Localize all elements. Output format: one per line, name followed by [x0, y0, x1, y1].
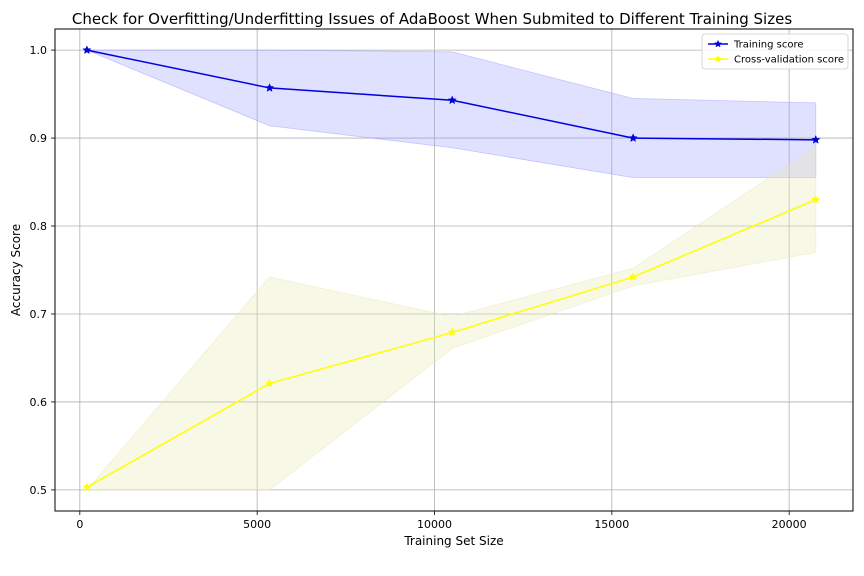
x-tick-label: 10000: [417, 518, 452, 531]
y-tick-label: 0.5: [30, 484, 48, 497]
x-axis-label: Training Set Size: [403, 534, 503, 548]
chart-title: Check for Overfitting/Underfitting Issue…: [72, 10, 792, 28]
plot-frame: [54, 28, 854, 512]
legend: Training score Cross-validation score: [701, 33, 849, 70]
series-0-point: [447, 95, 457, 105]
y-tick-label: 0.7: [30, 308, 48, 321]
legend-box: [701, 33, 849, 70]
series-0-point: [811, 134, 821, 144]
legend-marker-1: [713, 54, 723, 63]
series-1-point: [811, 194, 821, 204]
series-1-point: [447, 327, 457, 337]
series-1-point: [628, 272, 638, 281]
y-tick-label: 0.9: [30, 132, 48, 145]
x-axis-ticks: 0 5000 10000 15000 20000: [76, 511, 807, 531]
y-axis-label: Accuracy Score: [9, 224, 23, 316]
x-tick-label: 0: [76, 518, 83, 531]
series-0-point: [82, 45, 92, 55]
y-tick-label: 0.6: [30, 396, 48, 409]
y-tick-label: 1.0: [30, 44, 48, 57]
x-tick-label: 15000: [594, 518, 629, 531]
x-tick-label: 5000: [243, 518, 271, 531]
series-markers: [82, 45, 821, 492]
series-1-point: [264, 378, 275, 388]
series-0-point: [264, 83, 275, 92]
series-1-point: [82, 482, 92, 492]
legend-marker-0: [713, 39, 723, 48]
legend-label-1: Cross-validation score: [734, 55, 844, 66]
series-0-point: [628, 133, 638, 142]
y-tick-label: 0.8: [30, 220, 48, 233]
x-tick-label: 20000: [772, 518, 807, 531]
legend-label-0: Training score: [733, 40, 804, 51]
y-axis-ticks: 0.5 0.6 0.7 0.8 0.9 1.0: [30, 44, 55, 497]
